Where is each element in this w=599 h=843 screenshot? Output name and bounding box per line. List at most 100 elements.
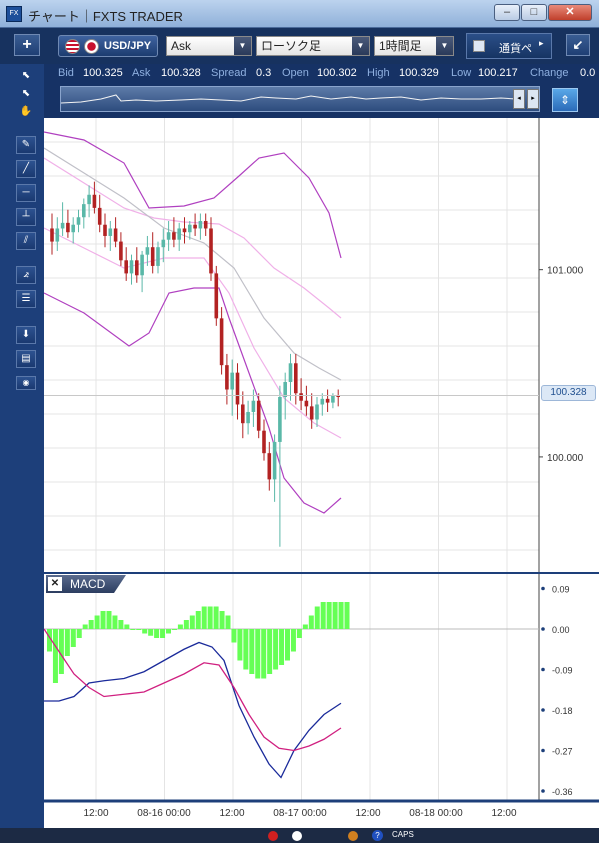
chart-canvas[interactable]: 101.000 100.000 0.09 0.00 -0.09 -0.18 -0.27 -0.… — [44, 118, 599, 838]
horizontal-line-tool-icon[interactable]: ─ — [16, 184, 36, 202]
macd-histogram-bar — [326, 602, 332, 629]
maximize-button[interactable]: □ — [521, 4, 547, 21]
candle-body — [103, 224, 107, 236]
macd-histogram-bar — [302, 624, 308, 629]
candle-body — [140, 254, 144, 276]
macd-tick — [541, 708, 545, 712]
time-tick-label: 08-17 00:00 — [273, 808, 327, 819]
timeframe-value: 1時間足 — [379, 39, 422, 53]
macd-histogram-bar — [136, 629, 142, 630]
macd-histogram-bar — [344, 602, 350, 629]
macd-histogram-bar — [160, 629, 166, 638]
chevron-right-icon[interactable]: ▸ — [539, 38, 544, 48]
macd-histogram-bar — [285, 629, 290, 661]
candle-body — [219, 318, 224, 366]
hand-icon[interactable]: ✋ — [19, 106, 33, 117]
list-icon[interactable]: ▤ — [16, 350, 36, 368]
macd-title: MACD — [70, 577, 106, 591]
candle-body — [87, 194, 91, 205]
macd-histogram-bar — [273, 629, 279, 670]
pair-list-checkbox[interactable] — [473, 40, 485, 52]
trendline-tool-icon[interactable]: ╱ — [16, 160, 36, 178]
candle-body — [315, 404, 319, 420]
close-button[interactable]: ✕ — [548, 4, 592, 21]
download-icon[interactable]: ⬇ — [16, 326, 36, 344]
navigator-scroll-right[interactable]: ▸ — [527, 89, 539, 109]
chart-area[interactable]: 101.000 100.000 0.09 0.00 -0.09 -0.18 -0.27 -0.… — [44, 118, 599, 838]
navigator-overview[interactable]: ◂ ▸ — [60, 86, 540, 112]
drawing-tools-panel: ⬉ ⬉ ✋ ✎ ╱ ─ ┴ ⫽ ⦨ ☰ ⬇ ▤ ◉ — [0, 64, 44, 843]
timeframe-select[interactable]: 1時間足 ▼ — [374, 36, 454, 56]
pair-list-panel[interactable]: 通貨ペ ▸ — [466, 33, 552, 59]
candle-body — [119, 241, 123, 261]
ask-value: 100.328 — [161, 67, 201, 79]
macd-histogram-bar — [189, 615, 195, 629]
candle-body — [299, 393, 303, 401]
parallel-channel-tool-icon[interactable]: ⫽ — [16, 232, 36, 250]
macd-histogram-bar — [332, 602, 338, 629]
macd-tick-label: -0.18 — [552, 706, 573, 716]
candle-body — [82, 204, 86, 218]
macd-histogram-bar — [124, 624, 130, 629]
macd-tick-label: 0.00 — [552, 625, 570, 635]
macd-histogram-bar — [267, 629, 273, 674]
minimize-button[interactable]: – — [494, 4, 520, 21]
caps-lock-indicator: CAPS — [392, 830, 414, 839]
spread-value: 0.3 — [256, 67, 272, 79]
candle-body — [156, 247, 160, 266]
macd-histogram-bar — [112, 615, 118, 629]
macd-line — [44, 641, 342, 779]
candle-body — [145, 247, 150, 255]
candle-body — [108, 228, 113, 236]
bollinger-inner-lower — [44, 227, 342, 439]
candle-body — [92, 194, 97, 208]
time-tick-label: 12:00 — [355, 808, 380, 819]
help-icon[interactable]: ? — [372, 830, 383, 841]
macd-histogram-bar — [58, 629, 64, 674]
time-tick-label: 12:00 — [491, 808, 516, 819]
candle-body — [166, 232, 171, 240]
candle-body — [283, 382, 287, 397]
cursor-icon[interactable]: ⬉ — [21, 70, 31, 81]
price-type-select[interactable]: Ask ▼ — [166, 36, 252, 56]
chart-type-select[interactable]: ローソク足 ▼ — [256, 36, 370, 56]
crosshair-select-icon[interactable]: ⬉ — [21, 88, 31, 99]
taskbar-app-icon[interactable] — [348, 831, 358, 841]
currency-pair-button[interactable]: USD/JPY — [58, 35, 158, 57]
candle-body — [272, 441, 277, 480]
taskbar-app-icon[interactable] — [268, 831, 278, 841]
camera-icon[interactable]: ◉ — [16, 376, 36, 390]
navigator-sparkline — [61, 94, 517, 104]
candle-body — [336, 395, 340, 397]
macd-histogram-bar — [118, 620, 124, 629]
taskbar: ? CAPS — [0, 828, 599, 843]
eraser-tool-icon[interactable]: ✎ — [16, 136, 36, 154]
macd-histogram-bar — [154, 629, 160, 638]
macd-histogram-bar — [52, 629, 58, 683]
window-title: チャート｜FXTS TRADER — [28, 9, 183, 24]
macd-histogram-bar — [308, 615, 314, 629]
macd-histogram-bar — [279, 629, 285, 665]
navigator-bar: ◂ ▸ ⇕ — [44, 82, 599, 118]
fibonacci-tool-icon[interactable]: ☰ — [16, 290, 36, 308]
vertical-line-tool-icon[interactable]: ┴ — [16, 208, 36, 226]
price-type-value: Ask — [171, 39, 192, 53]
candle-body — [294, 363, 298, 394]
zoom-scale-icon[interactable]: ⇕ — [552, 88, 578, 112]
detach-window-button[interactable]: ↙ — [566, 34, 590, 56]
candle-body — [129, 260, 134, 274]
macd-histogram-bar — [183, 620, 189, 629]
close-icon[interactable]: ✕ — [48, 577, 62, 591]
fan-tool-icon[interactable]: ⦨ — [16, 266, 36, 284]
macd-histogram-bar — [201, 606, 207, 629]
add-chart-button[interactable]: + — [14, 34, 40, 56]
macd-tick-label: 0.09 — [552, 585, 570, 595]
pair-list-label: 通貨ペ — [499, 43, 532, 55]
sma-line — [44, 147, 342, 381]
navigator-scroll-left[interactable]: ◂ — [513, 89, 525, 109]
taskbar-app-icon[interactable] — [292, 831, 302, 841]
high-value: 100.329 — [399, 67, 439, 79]
candle-body — [150, 247, 155, 266]
price-tick-label: 100.000 — [547, 453, 584, 464]
candle-body — [60, 222, 65, 229]
